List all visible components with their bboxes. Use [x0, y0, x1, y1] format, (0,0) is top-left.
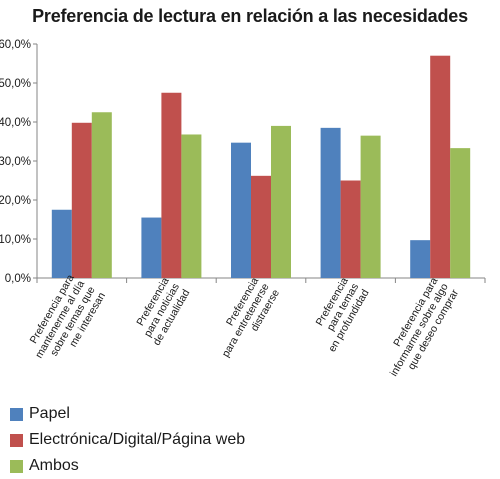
bar	[410, 240, 431, 278]
bar	[181, 134, 202, 278]
y-tick-label: 30,0%	[0, 156, 31, 168]
bar	[141, 217, 162, 278]
category-label: Preferencia paramantenerme al díasobre t…	[23, 272, 108, 372]
bar	[450, 148, 471, 278]
y-tick-label: 10,0%	[0, 234, 31, 246]
y-tick-label: 20,0%	[0, 195, 31, 207]
bar	[320, 127, 341, 278]
legend-item-papel: Papel	[10, 401, 245, 427]
bar	[271, 125, 291, 279]
y-tick-label: 50,0%	[0, 78, 31, 90]
bar	[71, 122, 92, 278]
legend-item-ambos: Ambos	[10, 453, 245, 479]
legend: Papel Electrónica/Digital/Página web Amb…	[10, 401, 245, 479]
bar	[91, 112, 112, 278]
bar	[430, 55, 451, 279]
legend-label: Electrónica/Digital/Página web	[29, 431, 246, 448]
category-label: Preferenciapara noticiasde actualidad	[130, 275, 192, 347]
chart-title: Preferencia de lectura en relación a las…	[32, 6, 468, 26]
bar	[161, 92, 182, 278]
legend-swatch	[10, 459, 23, 473]
legend-item-electronica: Electrónica/Digital/Página web	[10, 427, 245, 453]
category-label: Preferencia parainformarme sobre algoque…	[377, 275, 461, 384]
legend-label: Ambos	[29, 457, 79, 474]
bar	[231, 142, 251, 278]
bar	[340, 180, 361, 278]
category-label: Preferenciapara entretenersedistraerse	[209, 275, 282, 365]
y-tick-label: 0,0%	[5, 273, 31, 285]
plot-area: 0,0% 10,0% 20,0% 30,0% 40,0% 50,0% 60,0% Prefer…	[0, 39, 486, 384]
y-tick-label: 40,0%	[0, 117, 31, 129]
y-tick-label: 60,0%	[0, 39, 31, 51]
bar	[251, 175, 271, 278]
legend-label: Papel	[29, 405, 70, 422]
legend-swatch	[10, 433, 23, 447]
category-label: Preferenciapara temasen profundidad	[305, 275, 371, 354]
legend-swatch	[10, 407, 23, 421]
bar	[360, 135, 381, 278]
bar	[51, 209, 72, 278]
